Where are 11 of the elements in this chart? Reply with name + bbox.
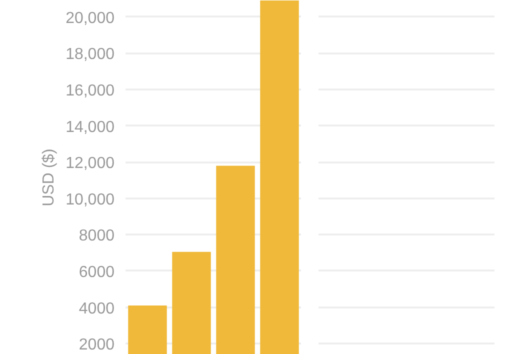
y-tick-label: 10,000: [66, 191, 115, 208]
y-axis-title: USD ($): [40, 148, 58, 206]
y-tick-label: 18,000: [66, 46, 115, 64]
y-tick-label: 16,000: [66, 82, 115, 100]
y-tick-label: 4000: [78, 300, 115, 318]
y-tick-label: 20,000: [66, 10, 115, 27]
y-tick-label: 14,000: [66, 118, 115, 136]
y-tick-label: 2000: [78, 336, 115, 354]
y-tick-label: 12,000: [66, 155, 115, 172]
y-tick-label: 6000: [78, 264, 115, 281]
y-tick-label: 8000: [78, 228, 115, 245]
